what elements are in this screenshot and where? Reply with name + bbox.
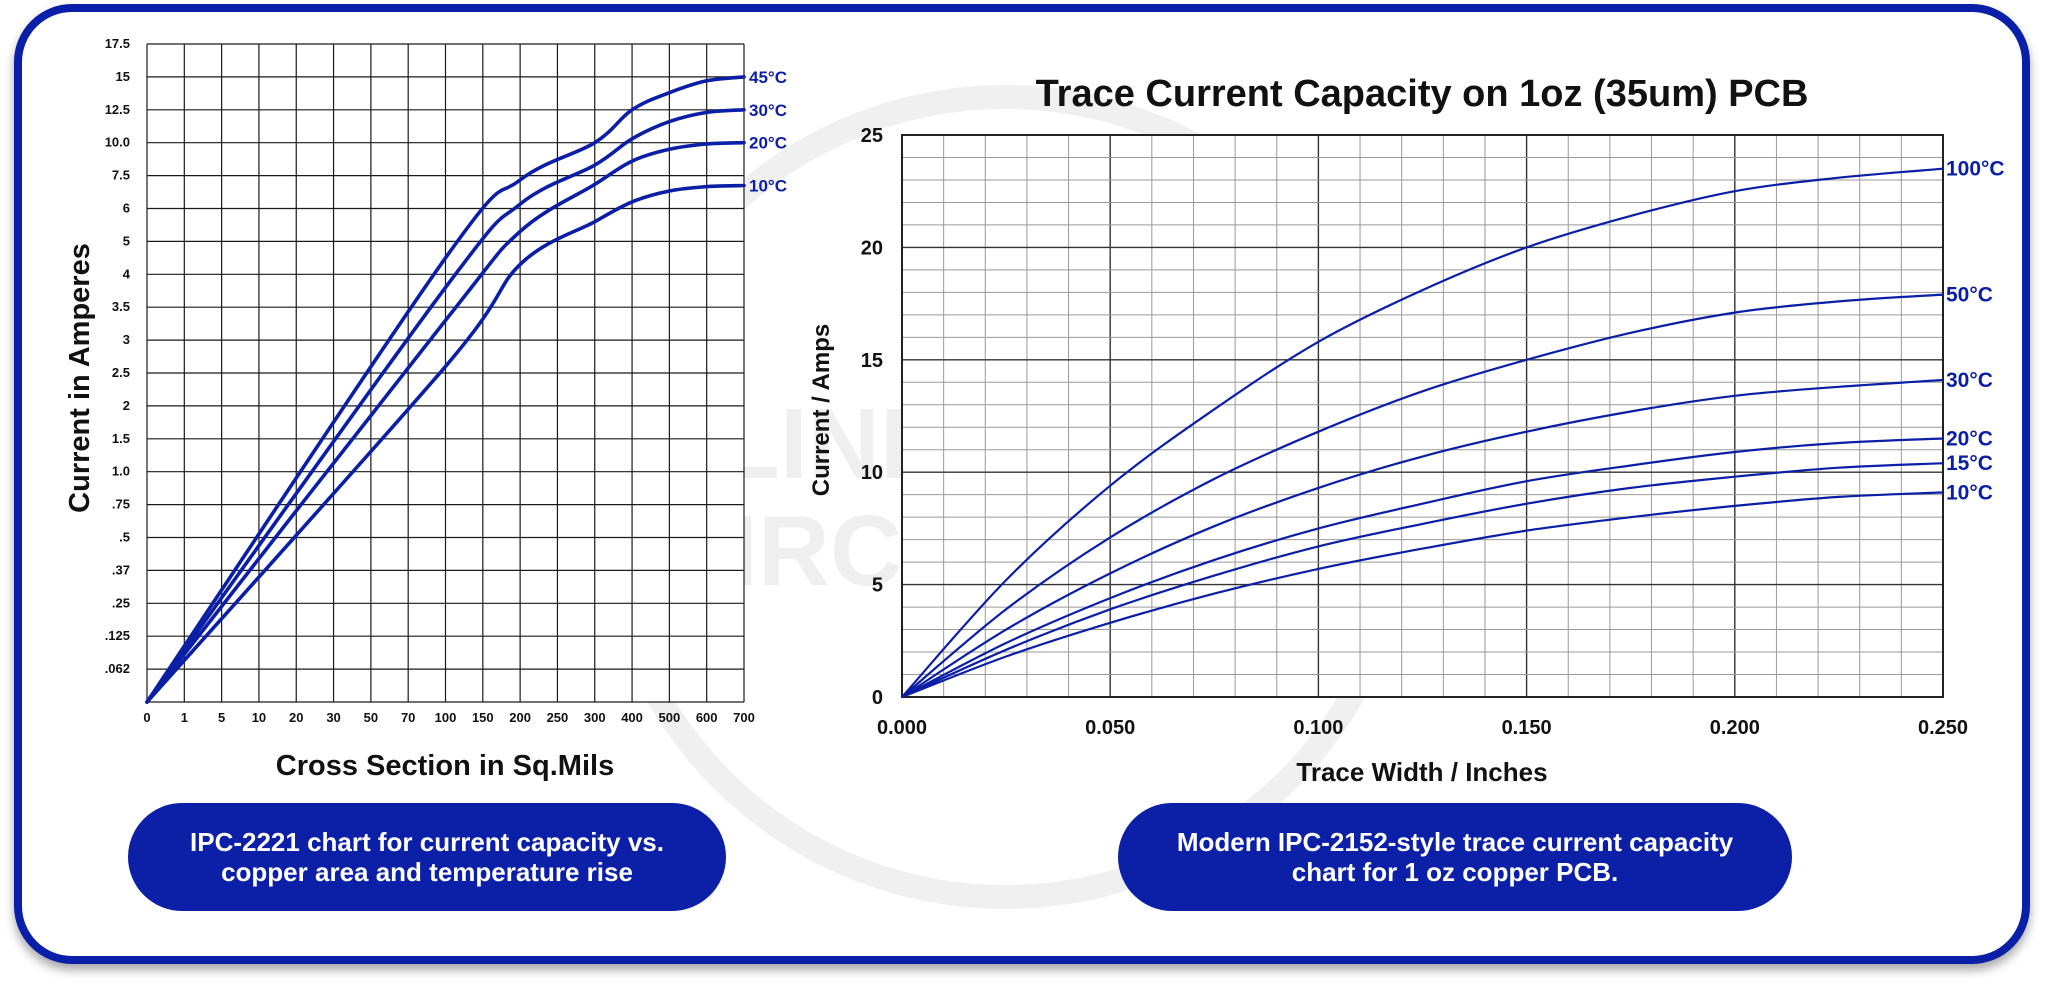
right-plot-area [902, 135, 1943, 697]
right-y-tick-label: 20 [861, 237, 883, 259]
left-x-tick-label: 600 [696, 710, 718, 725]
right-series-line [901, 167, 1944, 698]
left-series-line [145, 108, 746, 704]
right-series-label: 100°C [1946, 158, 2005, 181]
right-plot-frame [901, 134, 1944, 698]
right-chart-title: Trace Current Capacity on 1oz (35um) PCB [1036, 73, 1809, 115]
left-x-axis-label: Cross Section in Sq.Mils [276, 750, 614, 782]
left-y-tick-label: 2.5 [112, 365, 130, 380]
left-y-tick-label: 10.0 [105, 135, 130, 150]
caption-right-text: Modern IPC-2152-style trace current capa… [1176, 827, 1734, 887]
right-series-line [901, 378, 1944, 698]
left-x-tick-label: 700 [733, 710, 755, 725]
left-x-tick-label: 1 [181, 710, 188, 725]
right-y-tick-label: 5 [872, 575, 883, 597]
right-x-tick-label: 0.150 [1502, 717, 1552, 739]
left-y-tick-label: 12.5 [105, 102, 130, 117]
left-x-tick-label: 20 [289, 710, 303, 725]
left-x-tick-label: 150 [472, 710, 494, 725]
right-series-label: 15°C [1946, 452, 1993, 475]
right-x-tick-label: 0.050 [1085, 717, 1135, 739]
left-x-tick-label: 300 [584, 710, 606, 725]
left-y-tick-label: 3 [123, 332, 130, 347]
left-x-tick-label: 70 [401, 710, 415, 725]
left-series-line [145, 183, 746, 704]
left-y-tick-label: 6 [123, 201, 130, 216]
left-x-tick-label: 10 [252, 710, 266, 725]
left-y-tick-label: .37 [112, 562, 130, 577]
right-y-axis-label: Current / Amps [808, 324, 835, 496]
left-x-tick-label: 100 [435, 710, 457, 725]
left-y-tick-label: 5 [123, 233, 130, 248]
left-x-tick-label: 50 [364, 710, 378, 725]
left-y-tick-label: .75 [112, 497, 130, 512]
left-y-tick-label: 2 [123, 398, 130, 413]
left-x-tick-label: 200 [509, 710, 531, 725]
left-y-tick-label: 3.5 [112, 299, 130, 314]
left-series-line [145, 140, 746, 704]
left-series-label: 10°C [749, 176, 787, 195]
right-x-tick-label: 0.200 [1710, 717, 1760, 739]
left-y-tick-label: 15 [116, 69, 130, 84]
right-x-axis-label: Trace Width / Inches [1296, 757, 1547, 787]
left-series-line [145, 75, 746, 704]
right-x-tick-label: 0.100 [1293, 717, 1343, 739]
right-x-tick-label: 0.250 [1918, 717, 1968, 739]
left-y-tick-label: .5 [119, 530, 130, 545]
left-y-tick-label: 17.5 [105, 36, 130, 51]
right-series-label: 10°C [1946, 481, 1993, 504]
right-y-tick-label: 15 [861, 350, 883, 372]
right-series-line [901, 491, 1944, 699]
right-x-tick-label: 0.000 [877, 717, 927, 739]
right-chart: 0.000 0.050 0.100 0.150 0.200 0.250 0 5 10 15 20 25… [808, 73, 2005, 787]
right-series-line [901, 462, 1944, 699]
left-x-tick-label: 400 [621, 710, 643, 725]
right-series-line [901, 293, 1944, 698]
left-y-tick-label: .125 [105, 628, 130, 643]
left-chart: 0 1 5 10 20 30 50 70 100 150 200 250 300 400 500 600 700… [64, 36, 787, 782]
caption-left-text: IPC-2221 chart for current capacity vs. … [190, 827, 664, 887]
left-x-tick-label: 500 [659, 710, 681, 725]
caption-left: IPC-2221 chart for current capacity vs. … [128, 803, 726, 911]
left-y-tick-label: 1.0 [112, 464, 130, 479]
right-series-label: 50°C [1946, 284, 1993, 307]
left-y-axis-label: Current in Amperes [64, 243, 96, 513]
left-series-label: 30°C [749, 101, 787, 120]
left-y-tick-label: 1.5 [112, 431, 130, 446]
left-y-tick-label: .25 [112, 595, 130, 610]
left-y-tick-label: 4 [123, 266, 131, 281]
left-series-label: 20°C [749, 134, 787, 153]
right-series-label: 30°C [1946, 369, 1993, 392]
right-y-tick-label: 0 [872, 687, 883, 709]
left-x-tick-label: 30 [326, 710, 340, 725]
right-series-label: 20°C [1946, 427, 1993, 450]
left-series-label: 45°C [749, 68, 787, 87]
right-series-line [901, 437, 1944, 698]
left-y-tick-label: .062 [105, 661, 130, 676]
left-y-tick-label: 7.5 [112, 168, 130, 183]
left-x-tick-label: 5 [218, 710, 225, 725]
right-y-tick-label: 25 [861, 125, 883, 147]
left-x-tick-label: 0 [143, 710, 150, 725]
right-y-tick-label: 10 [861, 462, 883, 484]
left-x-tick-label: 250 [547, 710, 569, 725]
caption-right: Modern IPC-2152-style trace current capa… [1118, 803, 1792, 911]
